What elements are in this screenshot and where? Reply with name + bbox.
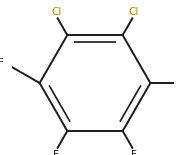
Text: F: F <box>53 150 59 155</box>
Text: F: F <box>0 58 4 68</box>
Text: Cl: Cl <box>51 7 61 17</box>
Text: F: F <box>131 150 137 155</box>
Text: Cl: Cl <box>129 7 139 17</box>
